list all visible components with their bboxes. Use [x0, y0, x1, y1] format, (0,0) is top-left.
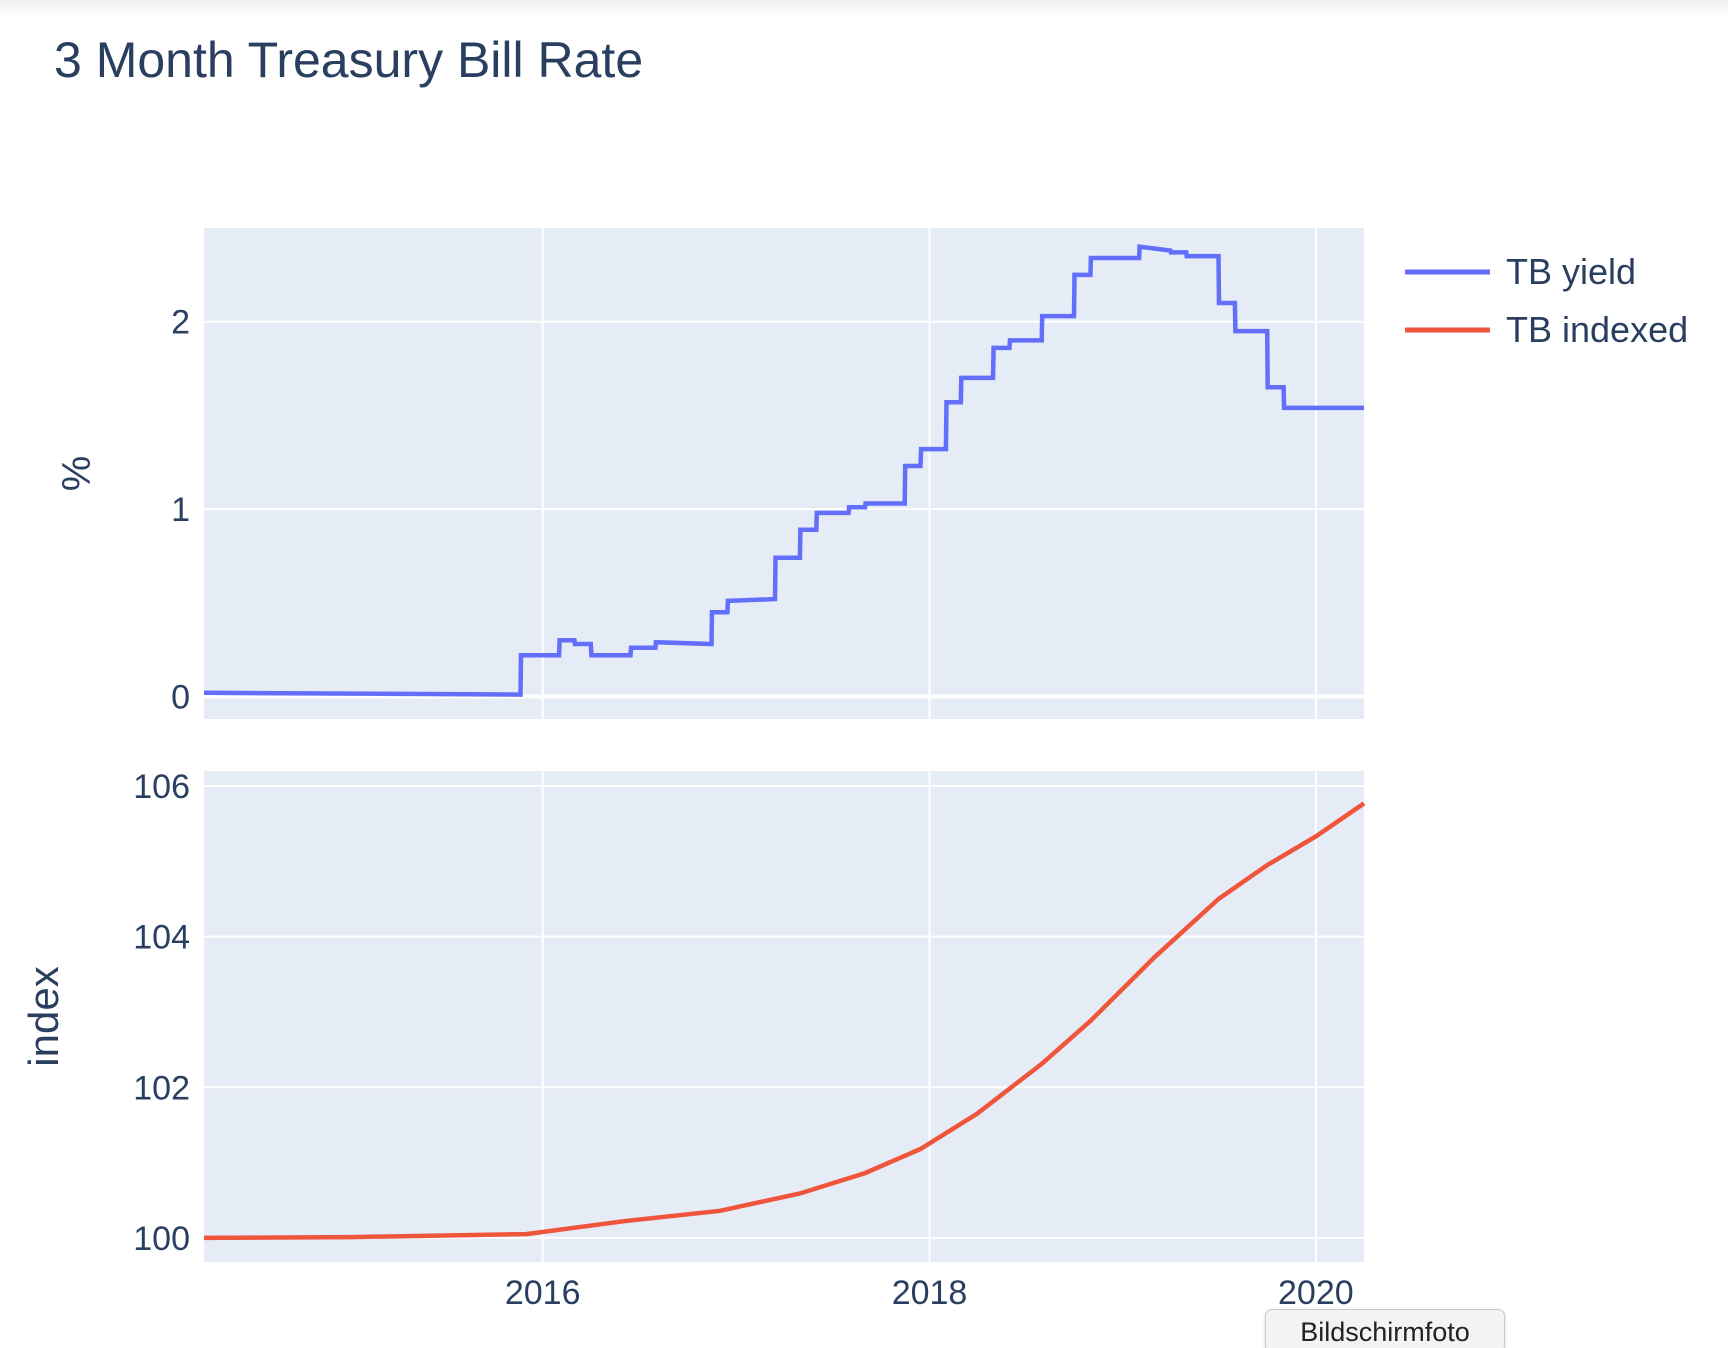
x-tick-label: 2016 [505, 1274, 581, 1312]
y-tick-label: 2 [171, 304, 190, 342]
y-tick-label: 102 [133, 1069, 190, 1107]
series-line-tb-yield [203, 244, 1364, 697]
legend-label: TB yield [1506, 251, 1636, 292]
y-axis-label: % [55, 456, 99, 492]
y-tick-label: 100 [133, 1220, 190, 1258]
chart-title: 3 Month Treasury Bill Rate [54, 32, 643, 88]
y-axis-label: index [20, 966, 67, 1066]
window-top-edge [0, 0, 1728, 16]
y-tick-label: 104 [133, 919, 190, 957]
plot-background-1 [204, 228, 1364, 719]
plot-background-2 [204, 771, 1364, 1262]
legend-label: TB indexed [1506, 309, 1688, 350]
x-tick-label: 2018 [892, 1274, 968, 1312]
y-tick-label: 1 [171, 491, 190, 529]
screenshot-tooltip: Bildschirmfoto [1265, 1309, 1505, 1348]
series-line-tb-indexed [203, 801, 1366, 1241]
y-tick-label: 106 [133, 768, 190, 806]
y-tick-label: 0 [171, 679, 190, 717]
x-tick-label: 2020 [1278, 1274, 1354, 1312]
